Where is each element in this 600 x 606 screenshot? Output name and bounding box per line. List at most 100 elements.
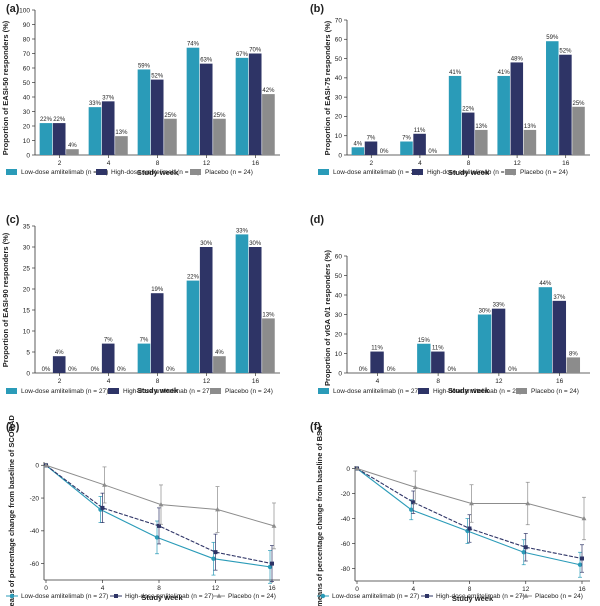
y-tick-label: 10 <box>23 138 31 145</box>
y-tick-label: -40 <box>30 528 40 535</box>
x-tick-label: 0 <box>355 586 359 593</box>
y-tick-label: 20 <box>23 123 31 130</box>
legend-label-low: Low-dose amlitelimab (n = 27) <box>21 388 108 395</box>
legend-swatch-low <box>318 169 329 175</box>
bar-placebo <box>213 118 226 155</box>
legend-label-high: High-dose amlitelimab (n = 27) <box>427 169 516 176</box>
y-tick-label: 60 <box>335 37 343 44</box>
bar-value-label: 19% <box>151 287 164 293</box>
bar-low <box>235 57 249 155</box>
bar-low <box>137 343 151 373</box>
chart-panel-2: (b) Proportion of EASI-75 responders (%) S… <box>310 3 590 177</box>
bar-placebo <box>566 357 581 373</box>
bar-value-label: 0% <box>117 367 126 373</box>
bar-value-label: 59% <box>138 63 151 69</box>
bar-value-label: 0% <box>380 149 389 155</box>
bar-high <box>461 112 475 155</box>
bar-value-label: 7% <box>104 338 113 344</box>
bar-high <box>510 62 524 155</box>
x-tick-label: 16 <box>578 586 586 593</box>
x-tick-label: 12 <box>203 160 211 167</box>
bar-value-label: 22% <box>40 117 53 123</box>
bar-low <box>497 75 510 155</box>
panel-label: (e) <box>6 421 20 433</box>
bar-value-label: 59% <box>546 35 559 41</box>
y-axis-label: LS means of percentage change from basel… <box>7 415 16 606</box>
x-tick-label: 8 <box>436 378 440 385</box>
bar-placebo <box>572 106 585 155</box>
x-axis-label: Study week <box>137 386 179 395</box>
legend-label-placebo: Placebo (n = 24) <box>225 388 273 395</box>
x-tick-label: 8 <box>156 378 160 385</box>
x-tick-label: 4 <box>107 378 111 385</box>
y-tick-label: 0 <box>35 463 39 470</box>
x-tick-label: 12 <box>495 378 503 385</box>
bar-high <box>150 79 164 155</box>
y-tick-label: 40 <box>335 75 343 82</box>
legend-swatch-low <box>6 388 17 394</box>
legend-swatch-placebo <box>210 388 221 394</box>
x-axis-label: Study week <box>448 168 490 177</box>
x-tick-label: 4 <box>411 586 415 593</box>
y-tick-label: -60 <box>30 561 40 568</box>
legend-marker-placebo <box>523 593 529 598</box>
bar-high <box>491 308 506 373</box>
bar-value-label: 41% <box>449 70 462 76</box>
y-tick-label: 40 <box>335 292 343 299</box>
y-tick-label: 40 <box>23 94 31 101</box>
y-tick-label: 0 <box>346 466 350 473</box>
bar-value-label: 8% <box>569 351 578 357</box>
bar-value-label: 7% <box>367 136 376 142</box>
bar-value-label: 0% <box>447 367 456 373</box>
bar-placebo <box>523 129 537 155</box>
y-tick-label: 50 <box>335 273 343 280</box>
x-tick-label: 12 <box>212 585 220 592</box>
bar-value-label: 37% <box>102 95 115 101</box>
y-tick-label: 15 <box>23 307 31 314</box>
x-tick-label: 8 <box>468 586 472 593</box>
bar-placebo <box>66 149 79 155</box>
bar-value-label: 4% <box>215 350 224 356</box>
x-tick-label: 12 <box>522 586 530 593</box>
legend-label-low: Low-dose amlitelimab (n = 27) <box>21 593 108 600</box>
y-tick-label: -80 <box>341 566 351 573</box>
y-axis-label: Proportion of vIGA 0/1 responders (%) <box>323 250 332 386</box>
bar-low <box>186 47 200 156</box>
x-axis-label: Study week <box>448 386 490 395</box>
panel-label: (b) <box>310 3 324 15</box>
bar-value-label: 74% <box>187 42 200 48</box>
bar-high <box>431 351 445 373</box>
legend-swatch-high <box>96 169 107 175</box>
legend-label-high: High-dose amlitelimab (n = 27) <box>123 388 212 395</box>
bar-value-label: 13% <box>262 312 275 318</box>
bar-value-label: 30% <box>249 241 262 247</box>
point-placebo <box>102 482 107 487</box>
bar-value-label: 11% <box>432 346 444 352</box>
legend-swatch-high <box>418 388 429 394</box>
legend-swatch-placebo <box>516 388 527 394</box>
legend-marker-placebo <box>216 593 222 598</box>
bar-value-label: 22% <box>187 275 200 281</box>
panel-label: (a) <box>6 3 20 15</box>
panel-label: (d) <box>310 214 324 226</box>
bar-high <box>552 300 567 373</box>
point-high <box>523 545 528 550</box>
bar-low <box>417 343 431 373</box>
legend-marker-low <box>320 593 326 599</box>
legend-label-placebo: Placebo (n = 24) <box>531 388 579 395</box>
x-tick-label: 8 <box>156 160 160 167</box>
bar-high <box>248 53 262 155</box>
bar-value-label: 33% <box>236 228 249 234</box>
bar-value-label: 25% <box>213 113 226 119</box>
point-high <box>467 526 472 531</box>
x-axis-label: Study week <box>141 593 183 602</box>
bar-value-label: 4% <box>55 350 64 356</box>
y-tick-label: 70 <box>335 17 343 24</box>
point-placebo <box>525 500 531 506</box>
bar-value-label: 0% <box>166 367 175 373</box>
y-tick-label: 50 <box>335 56 343 63</box>
bar-value-label: 0% <box>68 367 77 373</box>
bar-value-label: 0% <box>359 367 368 373</box>
y-axis-label: LS means of percentage change from basel… <box>315 425 324 606</box>
x-axis-label: Study week <box>452 594 494 603</box>
